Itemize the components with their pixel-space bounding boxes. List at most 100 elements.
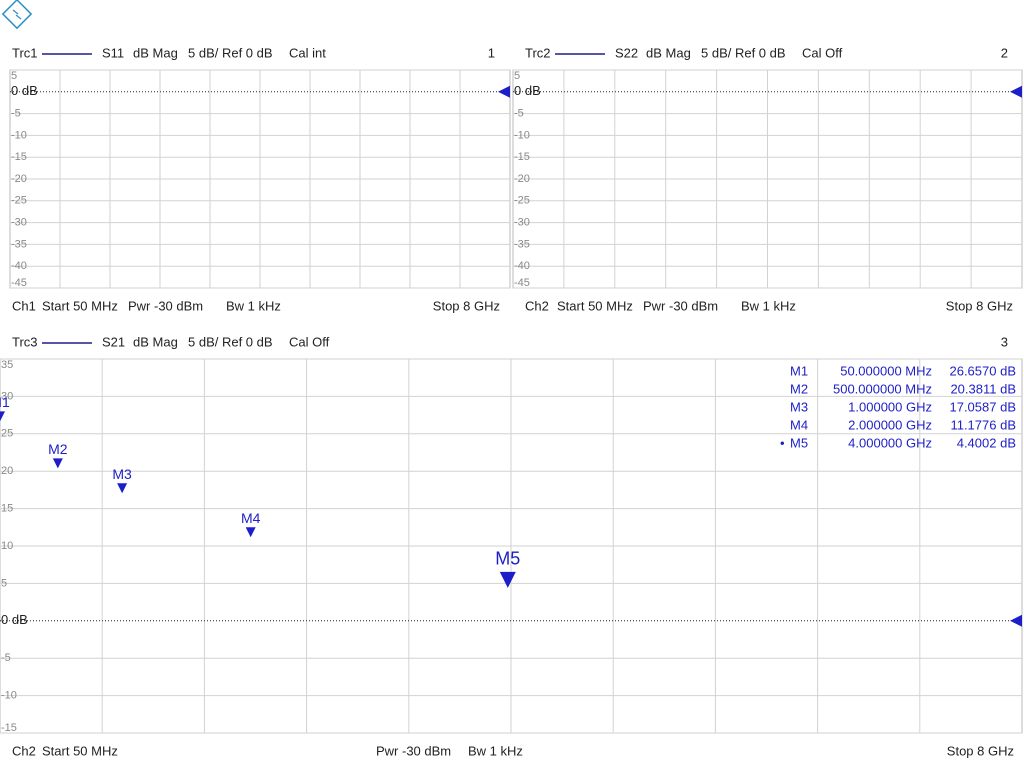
y-tick-label: 5 (1, 577, 7, 589)
y-tick-label: 10 (1, 540, 13, 552)
footer-stop: Stop 8 GHz (433, 298, 500, 313)
marker-table-stimulus: 500.000000 MHz (833, 381, 932, 396)
marker-table-response: 11.1776 dB (950, 417, 1016, 432)
y-tick-label: 35 (1, 359, 13, 371)
marker-table-stimulus: 4.000000 GHz (848, 435, 932, 450)
marker-table-name: M2 (790, 381, 808, 396)
marker-table-response: 26.6570 dB (949, 363, 1016, 378)
diagram-0: 50 dB -5 -10 -15 -20 -25 -30 -35 -40 -45 Trc1 S11 dB… (9, 45, 511, 313)
y-tick-label: -15 (1, 722, 17, 734)
diagram-number: 1 (488, 45, 495, 60)
marker-table-name: M4 (790, 417, 808, 432)
y-tick-label: -40 (514, 260, 530, 272)
y-tick-label: 5 (11, 70, 17, 82)
header-cal: Cal Off (289, 334, 330, 349)
y-tick-label: -45 (11, 277, 27, 289)
header-cal: Cal Off (802, 45, 843, 60)
footer-stop: Stop 8 GHz (947, 743, 1014, 758)
marker-table-stimulus: 1.000000 GHz (848, 399, 932, 414)
diagram-1: 50 dB -5 -10 -15 -20 -25 -30 -35 -40 -45 Trc2 S22 dB… (512, 45, 1023, 313)
y-tick-label: 0 dB (514, 83, 541, 98)
footer-power: Pwr -30 dBm (128, 298, 203, 313)
y-tick-label: -25 (514, 195, 530, 207)
footer-power: Pwr -30 dBm (376, 743, 451, 758)
marker-table-name: M3 (790, 399, 808, 414)
y-tick-label: 30 (1, 390, 13, 402)
marker-table-response: 17.0587 dB (949, 399, 1016, 414)
header-scale: 5 dB/ Ref 0 dB (188, 334, 273, 349)
y-tick-label: -15 (514, 151, 530, 163)
footer-start: Start 50 MHz (42, 743, 118, 758)
marker-table-name: M1 (790, 363, 808, 378)
marker-triangle (245, 527, 256, 538)
footer-stop: Stop 8 GHz (946, 298, 1013, 313)
footer-bandwidth: Bw 1 kHz (468, 743, 523, 758)
marker-table-stimulus: 50.000000 MHz (840, 363, 932, 378)
diagram-number: 2 (1001, 45, 1008, 60)
footer-start: Start 50 MHz (557, 298, 633, 313)
header-cal: Cal int (289, 45, 326, 60)
y-tick-label: -5 (514, 108, 524, 120)
header-format: dB Mag (133, 45, 178, 60)
marker-table-response: 4.4002 dB (957, 435, 1016, 450)
y-tick-label: 0 dB (1, 612, 28, 627)
marker-label: M5 (495, 549, 520, 569)
marker-label: M2 (48, 441, 68, 457)
y-tick-label: -30 (514, 217, 530, 229)
marker-table-stimulus: 2.000000 GHz (848, 417, 932, 432)
footer-channel: Ch1 (12, 298, 36, 313)
trace-name: Trc3 (12, 334, 38, 349)
y-tick-label: -25 (11, 195, 27, 207)
marker-triangle (499, 571, 516, 588)
footer-bandwidth: Bw 1 kHz (226, 298, 281, 313)
footer-start: Start 50 MHz (42, 298, 118, 313)
y-tick-label: 25 (1, 428, 13, 440)
marker-label: M1 (0, 394, 10, 410)
y-tick-label: 20 (1, 465, 13, 477)
marker-label: M3 (112, 466, 132, 482)
diagram-2: 35 30 25 20 15 10 5 0 dB -5 -10 -15 Trc3 S21 dB Mag 5 … (0, 334, 1023, 758)
header-scale: 5 dB/ Ref 0 dB (701, 45, 786, 60)
reference-marker (1010, 85, 1022, 98)
footer-channel: Ch2 (525, 298, 549, 313)
y-tick-label: -10 (514, 129, 530, 141)
active-marker-symbol: • (780, 435, 785, 450)
y-tick-label: -35 (514, 238, 530, 250)
reference-marker (498, 85, 510, 98)
y-tick-label: -5 (11, 108, 21, 120)
header-param: S22 (615, 45, 638, 60)
header-scale: 5 dB/ Ref 0 dB (188, 45, 273, 60)
y-tick-label: -35 (11, 238, 27, 250)
y-tick-label: 0 dB (11, 83, 38, 98)
marker-triangle (52, 458, 63, 469)
y-tick-label: -20 (11, 173, 27, 185)
y-tick-label: 5 (514, 70, 520, 82)
footer-channel: Ch2 (12, 743, 36, 758)
marker-label: M4 (241, 510, 261, 526)
y-tick-label: -40 (11, 260, 27, 272)
diagram-number: 3 (1001, 334, 1008, 349)
marker-table-name: M5 (790, 435, 808, 450)
y-tick-label: -45 (514, 277, 530, 289)
y-tick-label: -10 (1, 690, 17, 702)
footer-bandwidth: Bw 1 kHz (741, 298, 796, 313)
y-tick-label: -5 (1, 652, 11, 664)
reference-marker (1010, 614, 1022, 627)
y-tick-label: -15 (11, 151, 27, 163)
marker-triangle (0, 411, 5, 422)
header-format: dB Mag (133, 334, 178, 349)
logo (1, 0, 33, 30)
footer-power: Pwr -30 dBm (643, 298, 718, 313)
header-format: dB Mag (646, 45, 691, 60)
marker-table-response: 20.3811 dB (950, 381, 1016, 396)
trace-name: Trc2 (525, 45, 551, 60)
y-tick-label: -30 (11, 217, 27, 229)
y-tick-label: 15 (1, 503, 13, 515)
marker-triangle (117, 483, 128, 494)
trace-name: Trc1 (12, 45, 38, 60)
y-tick-label: -20 (514, 173, 530, 185)
header-param: S11 (102, 45, 124, 60)
y-tick-label: -10 (11, 129, 27, 141)
header-param: S21 (102, 334, 125, 349)
